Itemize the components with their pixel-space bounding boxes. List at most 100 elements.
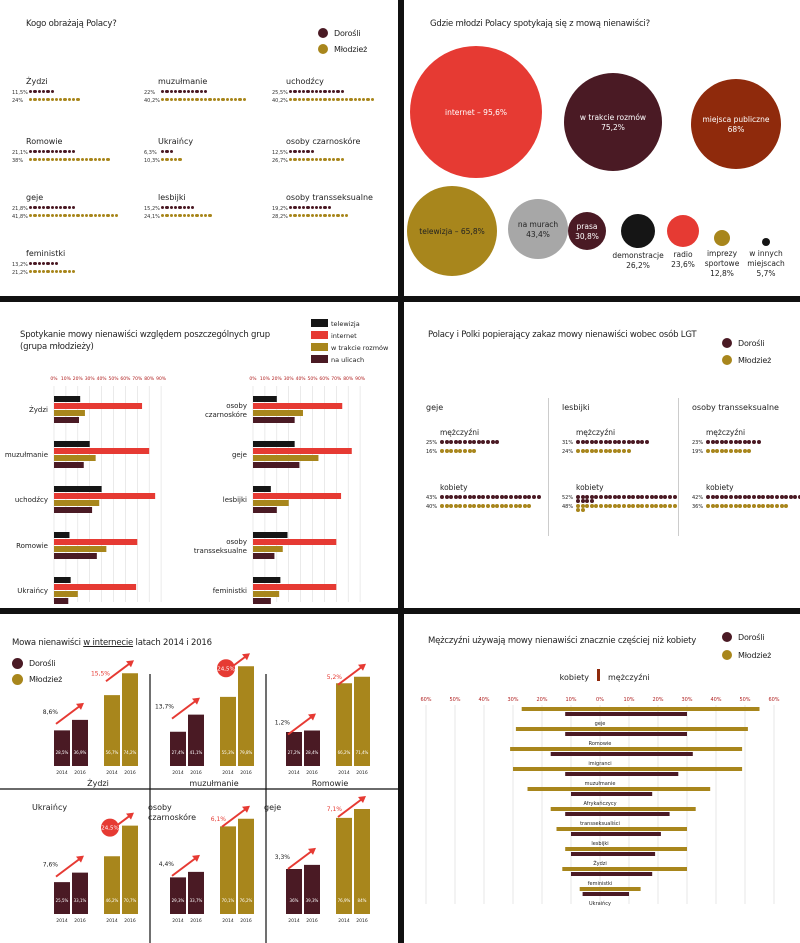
dot (173, 158, 178, 162)
dot (756, 440, 761, 444)
dot (178, 98, 182, 102)
bar (188, 871, 204, 914)
bar-youth (579, 887, 641, 891)
category-label: feministki (588, 881, 613, 887)
dot (733, 504, 738, 508)
dot (779, 504, 784, 508)
year-label: 2014 (222, 918, 234, 924)
dot (775, 504, 779, 508)
dot (622, 504, 626, 508)
legend-adult-label: Dorośli (738, 633, 765, 642)
bubble-name: w trakcie rozmów (580, 113, 646, 122)
dot (310, 206, 314, 210)
dot (635, 495, 640, 499)
dot (54, 262, 59, 266)
legend-label: na ulicach (331, 356, 364, 364)
dot (115, 214, 119, 218)
legend-youth-label: Młodzież (29, 675, 63, 684)
legend-swatch (311, 343, 328, 351)
dot (370, 98, 375, 102)
dot (323, 98, 327, 102)
dot (199, 90, 204, 94)
dot (444, 440, 449, 444)
dot (449, 440, 454, 444)
tick-label: 50% (307, 376, 318, 382)
dot (612, 495, 617, 499)
dot (306, 214, 310, 218)
tick-label: 20% (652, 697, 663, 703)
dot (195, 98, 199, 102)
dot (50, 98, 54, 102)
bar (253, 539, 337, 545)
dot (458, 504, 463, 508)
bar-value: 66,2% (338, 750, 351, 755)
dot (463, 440, 467, 444)
group-label: Romowie (312, 779, 349, 788)
dot (444, 495, 449, 499)
bar (253, 462, 300, 468)
dot (472, 440, 477, 444)
dot (204, 90, 208, 94)
dot (580, 495, 585, 499)
dot (199, 214, 204, 218)
group-label: osoby (226, 538, 247, 546)
arrow-head (76, 855, 84, 863)
dot (289, 98, 293, 102)
group-label: osoby transseksualne (286, 193, 373, 202)
dot (72, 150, 76, 154)
dot (612, 440, 617, 444)
dot (490, 440, 495, 444)
dot (663, 504, 668, 508)
bar (220, 826, 236, 914)
year-label: 2016 (74, 770, 86, 776)
value-label: 43% (426, 495, 438, 501)
dot (626, 449, 631, 453)
dot (622, 440, 626, 444)
delta-highlight (217, 659, 235, 678)
dot (97, 158, 102, 162)
bubble-name: sportowe (705, 259, 740, 268)
bar (354, 809, 370, 914)
bar (253, 577, 281, 583)
group-label: transseksualne (194, 547, 247, 555)
dot (589, 504, 594, 508)
dot (37, 214, 41, 218)
bar-value: 41,1% (190, 750, 203, 755)
dot (453, 440, 458, 444)
tick-label: 20% (73, 376, 84, 382)
gender-label: mężczyźni (706, 428, 746, 437)
arrow-head (358, 663, 366, 671)
value-label: 24% (562, 449, 574, 455)
dot (668, 504, 672, 508)
bar (72, 872, 88, 914)
dot (532, 495, 536, 499)
dot (589, 449, 594, 453)
dot (297, 214, 301, 218)
category-label: Żydzi (593, 860, 607, 867)
bubble-label: telewizja – 65,8% (419, 227, 484, 236)
bubble-name: imprezy (707, 249, 738, 258)
bar (220, 696, 236, 766)
delta-label: 7,1% (327, 806, 343, 813)
delta-label: 24,5% (101, 826, 118, 832)
arrow-head (242, 805, 250, 813)
dot (37, 150, 41, 154)
arrow-head (308, 713, 316, 721)
legend-adult-label: Dorośli (738, 339, 765, 348)
dot (668, 495, 672, 499)
dot (467, 449, 472, 453)
delta-label: 15,5% (91, 670, 110, 677)
bar (238, 818, 254, 914)
dot (186, 98, 191, 102)
dot (738, 440, 743, 444)
bar-adult (582, 892, 629, 896)
dot (208, 214, 212, 218)
bar-adult (571, 832, 661, 836)
bubble-2 (691, 79, 781, 169)
bar-adult (550, 752, 693, 756)
dot (29, 150, 33, 154)
bar (238, 666, 254, 766)
dot (622, 449, 626, 453)
women-label: kobiety (560, 673, 590, 682)
dot (297, 90, 301, 94)
